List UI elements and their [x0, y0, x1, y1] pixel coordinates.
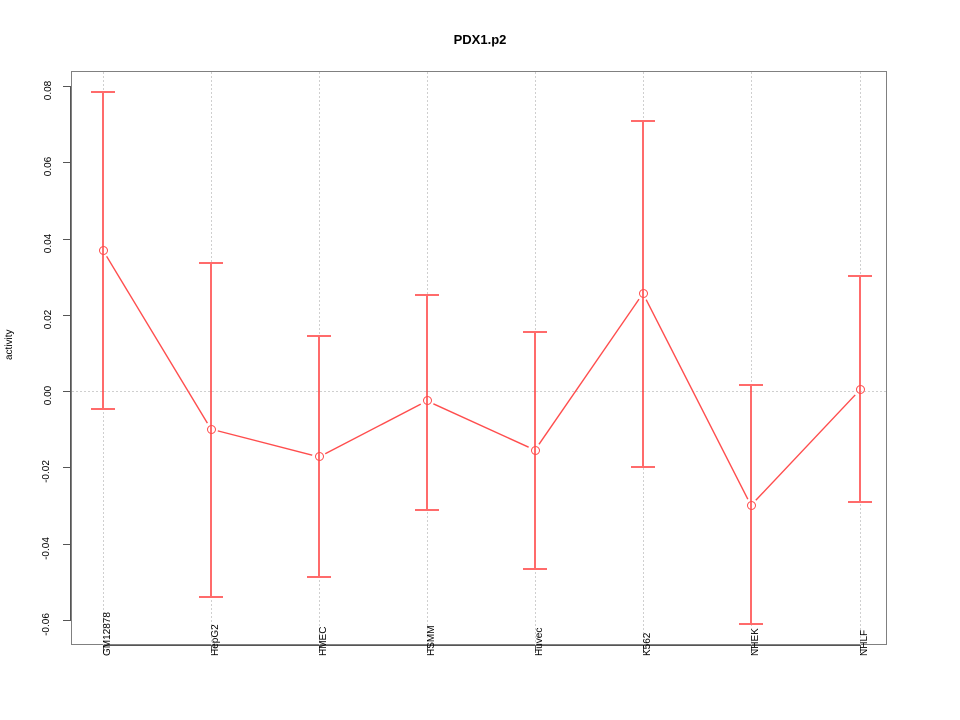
x-tick	[427, 646, 428, 653]
y-tick	[63, 238, 70, 240]
error-bar-cap-upper	[415, 293, 439, 296]
y-tick-label: -0.06	[0, 613, 58, 636]
error-bar-cap-lower	[307, 576, 331, 579]
y-tick-label: 0.08	[0, 80, 58, 100]
error-bar-cap-upper	[739, 383, 763, 386]
x-tick-label-text: HMEC	[318, 626, 329, 656]
y-tick-label-text: 0.02	[42, 309, 54, 329]
error-bar-cap-lower	[91, 407, 115, 410]
y-tick	[63, 391, 70, 392]
x-tick-label-text: K562	[642, 632, 653, 656]
x-tick	[319, 646, 320, 653]
y-tick-label: 0.00	[0, 385, 58, 405]
error-bar-cap-upper	[307, 335, 331, 338]
error-bar-cap-lower	[631, 466, 655, 469]
x-tick-label-text: NHEK	[750, 628, 761, 656]
x-tick-label-text: HSMM	[426, 625, 437, 656]
data-point[interactable]	[530, 445, 540, 455]
error-bar-cap-upper	[91, 91, 115, 94]
error-bar-cap-upper	[523, 330, 547, 333]
data-point[interactable]	[314, 452, 324, 462]
y-tick	[63, 162, 70, 164]
y-tick-label-text: 0.08	[42, 80, 54, 101]
y-tick-label-text: -0.06	[41, 612, 53, 636]
x-tick-label-text: NHLF	[859, 629, 870, 656]
x-tick	[860, 646, 861, 653]
error-bar-cap-upper	[199, 261, 223, 264]
data-point[interactable]	[422, 396, 432, 406]
y-axis-line	[70, 86, 71, 621]
x-tick	[751, 646, 752, 653]
y-tick-label-text: -0.02	[41, 460, 53, 484]
error-bar-cap-upper	[848, 274, 872, 277]
y-tick	[63, 314, 70, 316]
y-tick-label-text: 0.06	[42, 157, 54, 177]
data-point[interactable]	[638, 288, 648, 298]
error-bar-cap-lower	[415, 508, 439, 511]
plot-area-frame	[71, 71, 887, 645]
y-tick-label: 0.02	[0, 309, 58, 329]
x-tick	[211, 646, 212, 653]
data-point[interactable]	[855, 385, 865, 395]
y-tick-label: 0.04	[0, 233, 58, 252]
y-tick-label: -0.04	[0, 537, 58, 560]
y-tick-label: 0.06	[0, 156, 58, 176]
y-axis-title: activity	[4, 329, 15, 360]
x-axis-line	[103, 645, 861, 646]
error-bar-cap-lower	[199, 595, 223, 598]
category-gridline	[751, 72, 752, 645]
y-tick	[63, 467, 70, 469]
zero-gridline	[72, 391, 886, 392]
y-tick-label-text: 0.04	[42, 233, 54, 253]
chart-title: PDX1.p2	[453, 32, 507, 47]
y-tick	[63, 619, 70, 621]
y-tick-label: -0.02	[0, 460, 58, 483]
error-bar-cap-upper	[631, 120, 655, 123]
x-tick	[103, 646, 104, 653]
y-tick	[63, 543, 70, 545]
x-tick-label-text: Huvec	[534, 627, 545, 656]
data-point[interactable]	[98, 245, 108, 255]
data-point[interactable]	[746, 500, 756, 510]
error-bar-cap-lower	[848, 501, 872, 504]
y-tick-label-text: -0.04	[41, 536, 53, 560]
y-tick-label-text: 0.00	[42, 385, 54, 406]
y-tick	[63, 86, 70, 87]
x-tick-label-text: GM12878	[102, 612, 113, 656]
x-tick-label-text: HepG2	[210, 624, 221, 656]
error-bar-cap-lower	[739, 623, 763, 626]
x-tick	[643, 646, 644, 653]
data-point[interactable]	[206, 424, 216, 434]
error-bar-cap-lower	[523, 568, 547, 571]
x-tick	[535, 646, 536, 653]
